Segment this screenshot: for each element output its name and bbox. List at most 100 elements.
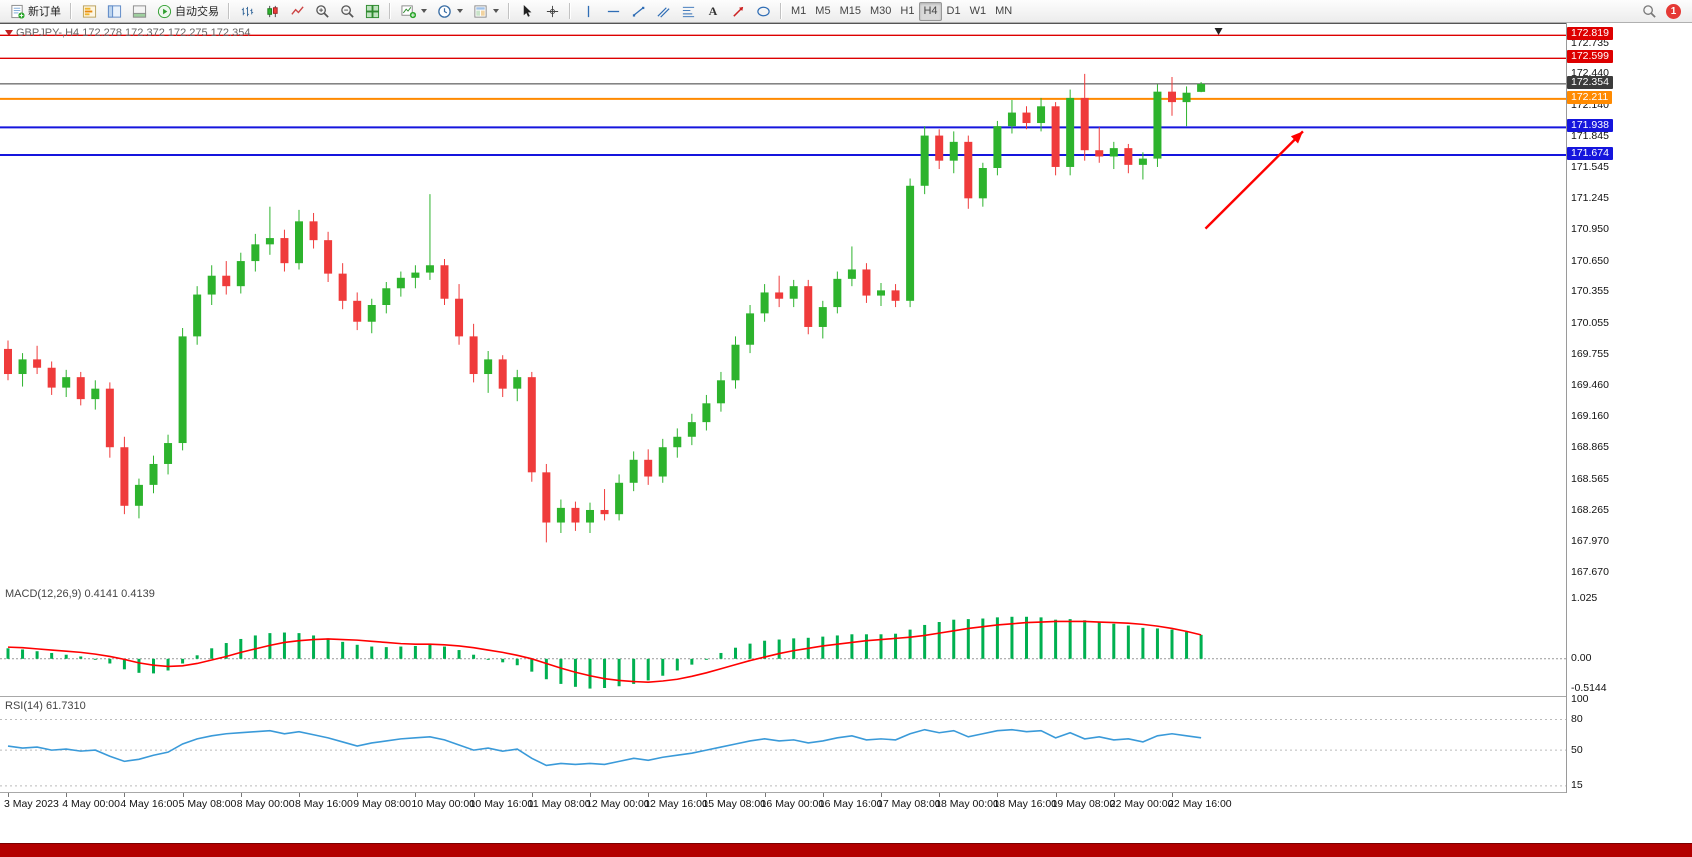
macd-scale-label: -0.5144 [1571,682,1607,695]
vertical-line-tool-button[interactable] [576,2,600,21]
time-label: 4 May 00:00 [62,798,120,810]
main-toolbar: 新订单 自动交易 [0,0,1692,23]
arrow-tool-icon [730,3,746,19]
price-axis-separator [1566,23,1567,793]
periods-dropdown-button[interactable] [432,2,467,21]
price-tick-label: 171.845 [1571,129,1609,142]
text-tool-button[interactable]: A [701,2,725,21]
price-level-badge: 171.938 [1567,119,1613,133]
price-tick-label: 168.565 [1571,472,1609,485]
price-tick-label: 171.245 [1571,192,1609,205]
rsi-scale-label: 100 [1571,692,1589,705]
line-chart-mode-button[interactable] [285,2,309,21]
timeframe-m30-button[interactable]: M30 [866,2,895,21]
time-tick [590,793,591,797]
dropdown-caret-icon [421,9,427,13]
rsi-panel[interactable]: RSI(14) 61.7310 [0,697,1566,793]
price-tick-label: 169.755 [1571,348,1609,361]
price-tick-label: 171.545 [1571,161,1609,174]
rsi-scale-label: 15 [1571,779,1583,792]
terminal-icon [131,3,147,19]
market-watch-icon [81,3,97,19]
time-tick [357,793,359,797]
indicators-dropdown-button[interactable] [396,2,431,21]
timeframe-d1-button[interactable]: D1 [943,2,965,21]
timeframe-h1-button[interactable]: H1 [896,2,918,21]
arrows-tool-button[interactable] [726,2,750,21]
time-tick [473,793,475,797]
new-order-icon [9,3,25,19]
time-label: 22 May 00:00 [1109,798,1174,810]
time-axis[interactable]: 3 May 2023 4 May 00:00 4 May 16:00 5 May 08… [0,793,1566,815]
top-marker-icon [1214,28,1223,35]
price-level-badge: 172.819 [1567,27,1613,41]
candlestick-icon [264,3,280,19]
time-tick [1113,793,1115,797]
price-tick-label: 169.160 [1571,410,1609,423]
price-tick-label: 168.865 [1571,441,1609,454]
time-label: 5 May 08:00 [178,798,237,810]
terminal-button[interactable] [127,2,151,21]
timeframe-m1-button[interactable]: M1 [787,2,810,21]
timeframe-h4-button[interactable]: H4 [919,1,942,21]
time-label: 12 May 00:00 [586,798,650,810]
price-tick-label: 170.355 [1571,285,1609,298]
time-tick [997,793,999,797]
trend-arrow-annotation[interactable] [1204,130,1304,230]
fibonacci-tool-button[interactable] [676,2,700,21]
search-button[interactable] [1637,2,1661,21]
time-tick [648,793,650,797]
dropdown-caret-icon [493,9,499,13]
price-tick-label: 170.950 [1571,223,1609,236]
autotrading-button[interactable]: 自动交易 [152,2,223,21]
time-tick [939,793,941,797]
channel-tool-button[interactable] [651,2,675,21]
crosshair-tool-button[interactable] [540,2,564,21]
time-label: 15 May 08:00 [702,798,767,810]
time-label: 8 May 16:00 [295,798,353,810]
bar-chart-mode-button[interactable] [235,2,259,21]
new-order-label: 新订单 [28,6,61,18]
price-tick-label: 167.670 [1571,566,1609,579]
timeframe-w1-button[interactable]: W1 [966,2,991,21]
timeframe-m15-button[interactable]: M15 [836,2,865,21]
market-watch-button[interactable] [77,2,101,21]
time-tick [531,793,533,797]
bottom-red-bar [0,843,1692,857]
new-order-button[interactable]: 新订单 [5,2,65,21]
tile-windows-button[interactable] [360,2,384,21]
cursor-icon [519,3,535,19]
tile-windows-icon [364,3,380,19]
time-label: 12 May 16:00 [644,798,708,810]
timeframe-mn-button[interactable]: MN [991,2,1016,21]
horizontal-line-icon [605,3,621,19]
zoom-in-button[interactable] [310,2,334,21]
toolbar-separator [508,3,510,19]
candlestick-mode-button[interactable] [260,2,284,21]
time-label: 18 May 16:00 [993,798,1058,810]
macd-panel[interactable]: MACD(12,26,9) 0.4141 0.4139 [0,585,1566,697]
navigator-icon [106,3,122,19]
time-tick [764,793,766,797]
toolbar-separator [70,3,72,19]
time-tick [706,793,708,797]
navigator-button[interactable] [102,2,126,21]
time-tick [299,793,300,797]
autotrading-label: 自动交易 [175,6,219,18]
shapes-tool-button[interactable] [751,2,775,21]
templates-dropdown-button[interactable] [468,2,503,21]
time-label: 11 May 08:00 [527,798,591,810]
line-chart-icon [289,3,305,19]
notification-badge[interactable]: 1 [1666,3,1681,19]
horizontal-line-tool-button[interactable] [601,2,625,21]
time-tick [66,793,68,797]
timeframe-m5-button[interactable]: M5 [811,2,834,21]
zoom-out-button[interactable] [335,2,359,21]
toolbar-separator [569,3,571,19]
trendline-tool-button[interactable] [626,2,650,21]
search-icon [1641,3,1657,19]
cursor-tool-button[interactable] [515,2,539,21]
fibonacci-icon [680,3,696,19]
price-axis[interactable]: 172.735 172.440 172.140 171.845 171.545 171.2… [1566,0,1692,857]
main-chart-panel[interactable]: GBPJPY-,H4 172.278 172.372 172.275 172.3… [0,23,1566,586]
